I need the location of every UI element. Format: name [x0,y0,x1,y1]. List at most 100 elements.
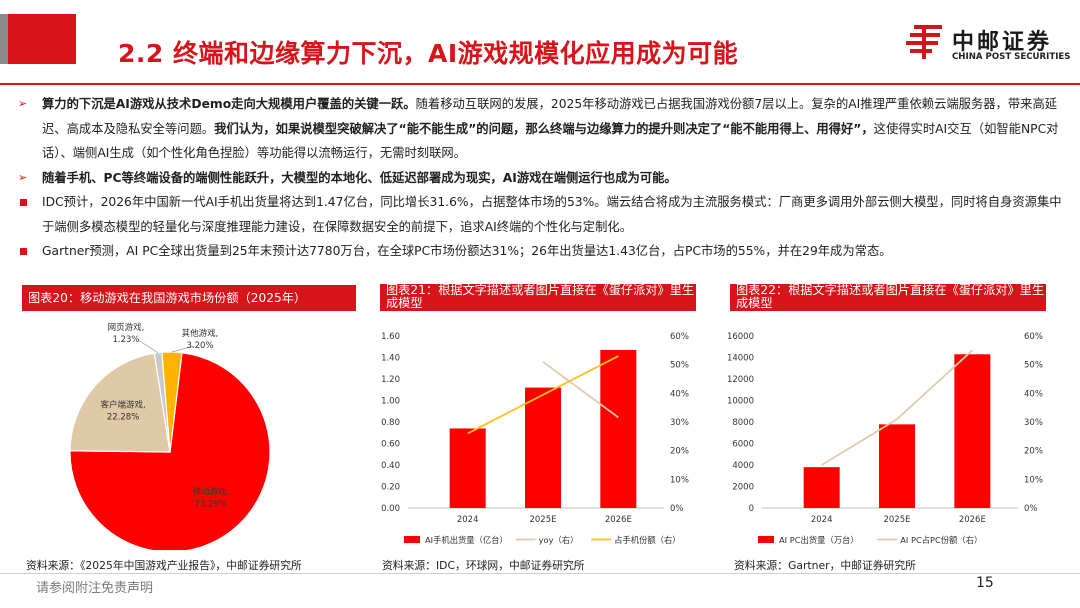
company-logo: 中邮证券 CHINA POST SECURITIES [904,22,1074,68]
right-axis-tick-label: 0% [1024,504,1038,514]
right-axis-tick-label: 30% [670,418,689,428]
left-axis-tick-label: 0.40 [381,461,400,471]
arrow-bullet-icon: ➢ [18,170,28,184]
legend-label: AI PC占PC份额（右） [900,535,982,545]
logo-text-cn: 中邮证券 [952,30,1053,55]
bullet-1-text: 随着移动互联网的发展，2025年移动游戏已占据我国游戏份额7层以上。复杂的AI推… [42,97,1058,136]
left-axis-tick-label: 0.80 [381,418,400,428]
left-axis-tick-label: 1.00 [381,397,400,407]
x-axis-tick-label: 2024 [811,515,833,525]
pie-value-label: 3.20% [186,341,213,351]
footer-divider [0,573,1080,574]
legend-label: yoy（右） [539,535,579,545]
content-bullets: ➢ 算力的下沉是AI游戏从技术Demo走向大规模用户覆盖的关键一跃。随着移动互联… [16,92,1066,264]
right-axis-tick-label: 60% [670,332,689,342]
chart21-title: 图表21：根据文字描述或者图片直接在《蛋仔派对》里生成模型 [380,284,696,311]
right-axis-tick-label: 20% [670,447,689,457]
series-line [467,355,619,435]
x-axis-tick-label: 2026E [959,515,986,525]
legend-swatch [404,536,420,543]
bullet-4-text: Gartner预测，AI PC全球出货量到25年末预计达7780万台，在全球PC… [42,244,892,258]
pie-label: 客户端游戏, [100,399,145,410]
title-divider [0,83,1080,85]
left-axis-tick-label: 0.00 [381,504,400,514]
chart20-title: 图表20：移动游戏在我国游戏市场份额（2025年） [22,285,356,311]
legend-label: AI手机出货量（亿台） [425,535,508,545]
series-line [821,349,973,466]
bar [803,467,840,508]
pie-label: 网页游戏, [108,322,145,333]
pie-leader-line [171,345,195,353]
china-post-logo-icon [906,25,942,59]
right-axis-tick-label: 40% [1024,389,1043,399]
pie-slice [69,352,171,453]
chart22-source: 资料来源：Gartner，中邮证券研究所 [734,559,916,572]
left-axis-tick-label: 0 [749,504,754,514]
bullet-4: Gartner预测，AI PC全球出货量到25年末预计达7780万台，在全球PC… [16,239,1066,264]
left-axis-tick-label: 0.20 [381,483,400,493]
series-line [542,361,619,419]
bullet-1-text-2: 这使得实时AI交互（如智能NPC对话）、端侧AI生成（如个性化角色捏脸）等功能得… [42,121,1059,161]
left-axis-tick-label: 10000 [727,397,754,407]
left-axis-tick-label: 1.40 [381,354,400,364]
pie-label: 移动游戏, [192,487,229,498]
page-number: 15 [976,575,994,591]
right-axis-tick-label: 30% [1024,418,1043,428]
left-axis-tick-label: 12000 [727,375,754,385]
chart20-pie: 移动游戏, 73.29% 客户端游戏, 22.28% 网页游戏, 1.23% 其他游戏, 3.… [69,322,271,550]
bullet-2: ➢ 随着手机、PC等终端设备的端侧性能跃升，大模型的本地化、低延迟部署成为现实，… [16,166,1066,191]
x-axis-tick-label: 2026E [605,515,632,525]
legend-label: AI PC出货量（万台） [779,535,859,545]
left-axis-tick-label: 14000 [727,354,754,364]
bar [600,349,637,508]
bar [525,387,561,508]
left-axis-tick-label: 0.60 [381,440,400,450]
chart22-title: 图表22：根据文字描述或者图片直接在《蛋仔派对》里生成模型 [730,284,1046,311]
bar [879,424,915,508]
bullet-3: IDC预计，2026年中国新一代AI手机出货量将达到1.47亿台，同比增长31.… [16,190,1066,239]
x-axis-tick-label: 2025E [529,515,556,525]
disclaimer-text: 请参阅附注免责声明 [36,581,154,596]
bullet-1: ➢ 算力的下沉是AI游戏从技术Demo走向大规模用户覆盖的关键一跃。随着移动互联… [16,92,1066,166]
bullet-1-bold-2: 我们认为，如果说模型突破解决了“能不能生成”的问题，那么终端与边缘算力的提升则决… [214,121,874,136]
logo-text-en: CHINA POST SECURITIES [952,52,1071,62]
bullet-1-bold: 算力的下沉是AI游戏从技术Demo走向大规模用户覆盖的关键一跃。 [42,97,416,111]
right-axis-tick-label: 20% [1024,447,1043,457]
chart21-combo: 0.00 0.20 0.40 0.60 0.80 1.00 1.20 1.40 1.60 0% 10… [381,332,689,545]
legend-swatch [758,536,774,543]
pie-leader-line [137,339,159,354]
legend-label: 占手机份额（右） [614,535,680,545]
pie-slice [69,352,271,550]
chart22-combo: 0 2000 4000 6000 8000 10000 12000 14000 16000 0% 1… [727,332,1043,545]
header-accent-stripe [0,14,8,64]
right-axis-tick-label: 10% [670,475,689,485]
square-bullet-icon [20,199,27,206]
left-axis-tick-label: 16000 [727,332,754,342]
pie-value-label: 1.23% [112,335,139,345]
bullet-2-bold: 随着手机、PC等终端设备的端侧性能跃升，大模型的本地化、低延迟部署成为现实，AI… [42,170,677,185]
chart20-source: 资料来源：《2025年中国游戏产业报告》，中邮证券研究所 [26,559,302,572]
chart21-source: 资料来源：IDC，环球网，中邮证券研究所 [382,559,585,572]
left-axis-tick-label: 4000 [732,461,754,471]
bar [954,354,991,508]
page-title: 2.2 终端和边缘算力下沉，AI游戏规模化应用成为可能 [118,39,739,68]
right-axis-tick-label: 0% [670,504,684,514]
left-axis-tick-label: 1.20 [381,375,400,385]
bullet-3-text: IDC预计，2026年中国新一代AI手机出货量将达到1.47亿台，同比增长31.… [42,195,1062,234]
x-axis-tick-label: 2025E [883,515,910,525]
arrow-bullet-icon: ➢ [18,97,28,110]
right-axis-tick-label: 40% [670,389,689,399]
right-axis-tick-label: 50% [670,361,689,371]
right-axis-tick-label: 60% [1024,332,1043,342]
right-axis-tick-label: 10% [1024,475,1043,485]
header-accent-block [0,14,76,64]
square-bullet-icon [20,248,27,255]
left-axis-tick-label: 1.60 [381,332,400,342]
left-axis-tick-label: 8000 [732,418,754,428]
left-axis-tick-label: 6000 [732,440,754,450]
bar [449,428,486,508]
right-axis-tick-label: 50% [1024,361,1043,371]
pie-value-label: 22.28% [107,412,139,422]
x-axis-tick-label: 2024 [457,515,479,525]
left-axis-tick-label: 2000 [732,483,754,493]
